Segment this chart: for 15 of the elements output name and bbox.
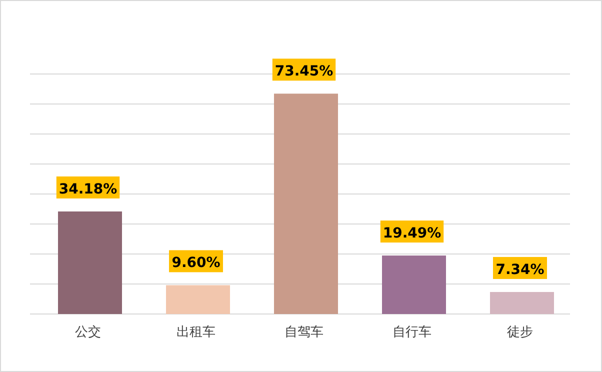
data-label: 34.18% [58, 181, 118, 198]
x-tick-label: 徒步 [507, 325, 533, 340]
x-tick-label: 自行车 [392, 325, 432, 340]
x-tick-label: 自驾车 [284, 325, 324, 340]
x-tick-label: 出租车 [176, 325, 216, 340]
data-label: 73.45% [274, 64, 334, 80]
data-label: 7.34% [496, 262, 544, 278]
data-label: 9.60% [172, 255, 220, 272]
x-tick-label: 公交 [75, 324, 101, 340]
data-label: 19.49% [382, 226, 442, 242]
bar [382, 256, 446, 314]
bar [166, 285, 230, 314]
bar [274, 94, 338, 314]
bar [490, 292, 554, 314]
bar [58, 211, 122, 314]
